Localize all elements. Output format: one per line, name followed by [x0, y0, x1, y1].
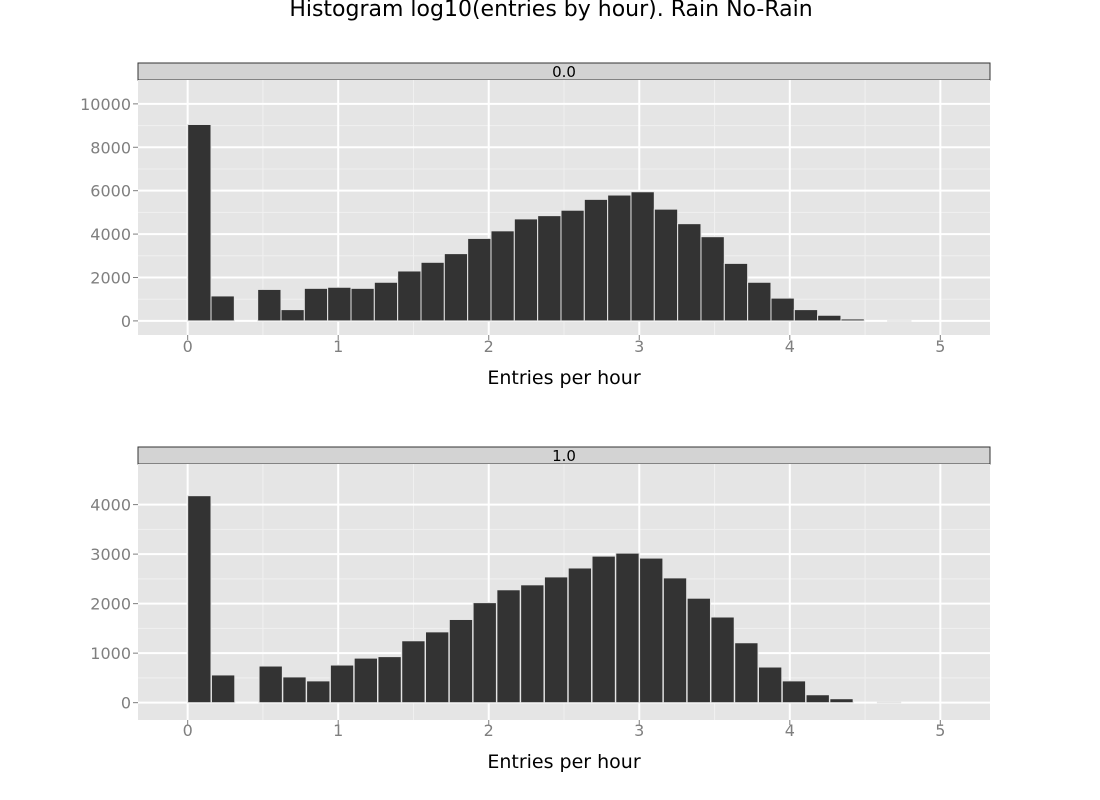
- x-tick-label: 3: [634, 721, 644, 740]
- histogram-bar: [187, 495, 212, 704]
- histogram-bar: [210, 295, 235, 322]
- facet-strip-label: 1.0: [552, 447, 576, 465]
- histogram-bars: [187, 123, 912, 322]
- histogram-bar: [781, 680, 807, 704]
- x-tick-label: 4: [785, 721, 795, 740]
- histogram-bar: [373, 281, 399, 322]
- y-axis: 0 2000 4000 6000 8000 10000: [80, 95, 138, 331]
- histogram-bar: [490, 230, 515, 322]
- histogram-bar: [448, 618, 474, 704]
- chart-title: Histogram log10(entries by hour). Rain N…: [289, 0, 812, 22]
- y-tick-label: 2000: [90, 595, 131, 614]
- x-tick-label: 5: [935, 337, 945, 356]
- histogram-bar: [607, 194, 632, 322]
- histogram-bar: [615, 552, 640, 704]
- y-axis: 0 1000 2000 3000 4000: [90, 496, 138, 713]
- histogram-bar: [793, 309, 819, 322]
- histogram-bar: [639, 557, 664, 704]
- x-axis: 0 1 2 3 4 5: [183, 720, 945, 740]
- histogram-bar: [303, 287, 329, 322]
- y-tick-label: 4000: [90, 225, 131, 244]
- histogram-bar: [282, 676, 307, 704]
- x-tick-label: 1: [333, 337, 343, 356]
- histogram-bar: [401, 640, 426, 704]
- histogram-bar: [397, 270, 422, 322]
- histogram-bar: [710, 616, 735, 704]
- histogram-bars: [187, 495, 902, 704]
- histogram-bar: [567, 567, 593, 704]
- x-tick-label: 2: [484, 337, 494, 356]
- y-tick-label: 0: [121, 694, 131, 713]
- histogram-bar: [653, 208, 679, 322]
- x-axis: 0 1 2 3 4 5: [183, 335, 945, 356]
- facet-strip-label: 0.0: [552, 63, 576, 81]
- histogram-bar: [543, 576, 569, 704]
- histogram-bar: [770, 297, 795, 322]
- histogram-bar: [496, 589, 521, 704]
- histogram-bar: [887, 320, 912, 322]
- histogram-bar: [677, 223, 702, 322]
- histogram-bar: [876, 701, 902, 704]
- histogram-bar: [829, 698, 854, 704]
- histogram-bar: [734, 642, 759, 704]
- y-tick-label: 2000: [90, 268, 131, 287]
- histogram-bar: [353, 657, 378, 704]
- histogram-bar: [280, 309, 305, 322]
- histogram-bar: [723, 262, 749, 322]
- y-tick-label: 0: [121, 312, 131, 331]
- histogram-bar: [662, 577, 688, 704]
- histogram-bar: [537, 215, 562, 322]
- histogram-bar: [258, 665, 283, 704]
- histogram-bar: [187, 123, 212, 322]
- histogram-bar: [472, 602, 497, 704]
- y-tick-label: 10000: [80, 95, 131, 114]
- histogram-bar: [425, 631, 450, 704]
- histogram-bar: [210, 674, 236, 704]
- histogram-bar: [583, 198, 609, 322]
- facet-panel-no-rain: 0.0 0 2000 4000 6000 8000 10000 0 1 2 3 4 5 Entrie…: [80, 62, 991, 389]
- histogram-bar: [805, 694, 830, 704]
- histogram-bar: [630, 191, 655, 322]
- y-tick-label: 6000: [90, 182, 131, 201]
- histogram-bar: [443, 253, 469, 322]
- histogram-bar: [560, 209, 585, 322]
- histogram-bar: [306, 680, 331, 704]
- histogram-bar: [350, 287, 375, 322]
- x-axis-title: Entries per hour: [487, 367, 641, 389]
- x-tick-label: 3: [634, 337, 644, 356]
- x-tick-label: 2: [484, 721, 494, 740]
- x-tick-label: 0: [183, 721, 193, 740]
- histogram-bar: [686, 597, 711, 704]
- x-axis-title: Entries per hour: [487, 751, 641, 773]
- x-tick-label: 5: [935, 721, 945, 740]
- histogram-bar: [377, 656, 402, 704]
- histogram-bar: [420, 261, 445, 322]
- y-tick-label: 4000: [90, 496, 131, 515]
- histogram-bar: [513, 218, 539, 322]
- histogram-bar: [817, 314, 842, 322]
- x-tick-label: 4: [785, 337, 795, 356]
- y-tick-label: 1000: [90, 644, 131, 663]
- x-tick-label: 0: [183, 337, 193, 356]
- y-tick-label: 8000: [90, 138, 131, 157]
- histogram-bar: [700, 236, 725, 322]
- histogram-bar: [757, 666, 783, 704]
- x-tick-label: 1: [333, 721, 343, 740]
- histogram-bar: [591, 555, 616, 704]
- facet-panel-rain: 1.0 0 1000 2000 3000 4000 0 1 2 3 4 5 Entries per…: [90, 446, 991, 773]
- histogram-bar: [747, 281, 772, 322]
- histogram-bar: [467, 237, 492, 322]
- histogram-bar: [327, 286, 352, 322]
- histogram-bar: [840, 318, 865, 322]
- y-tick-label: 3000: [90, 545, 131, 564]
- histogram-bar: [257, 288, 282, 322]
- histogram-bar: [329, 664, 355, 704]
- histogram-bar: [520, 584, 545, 704]
